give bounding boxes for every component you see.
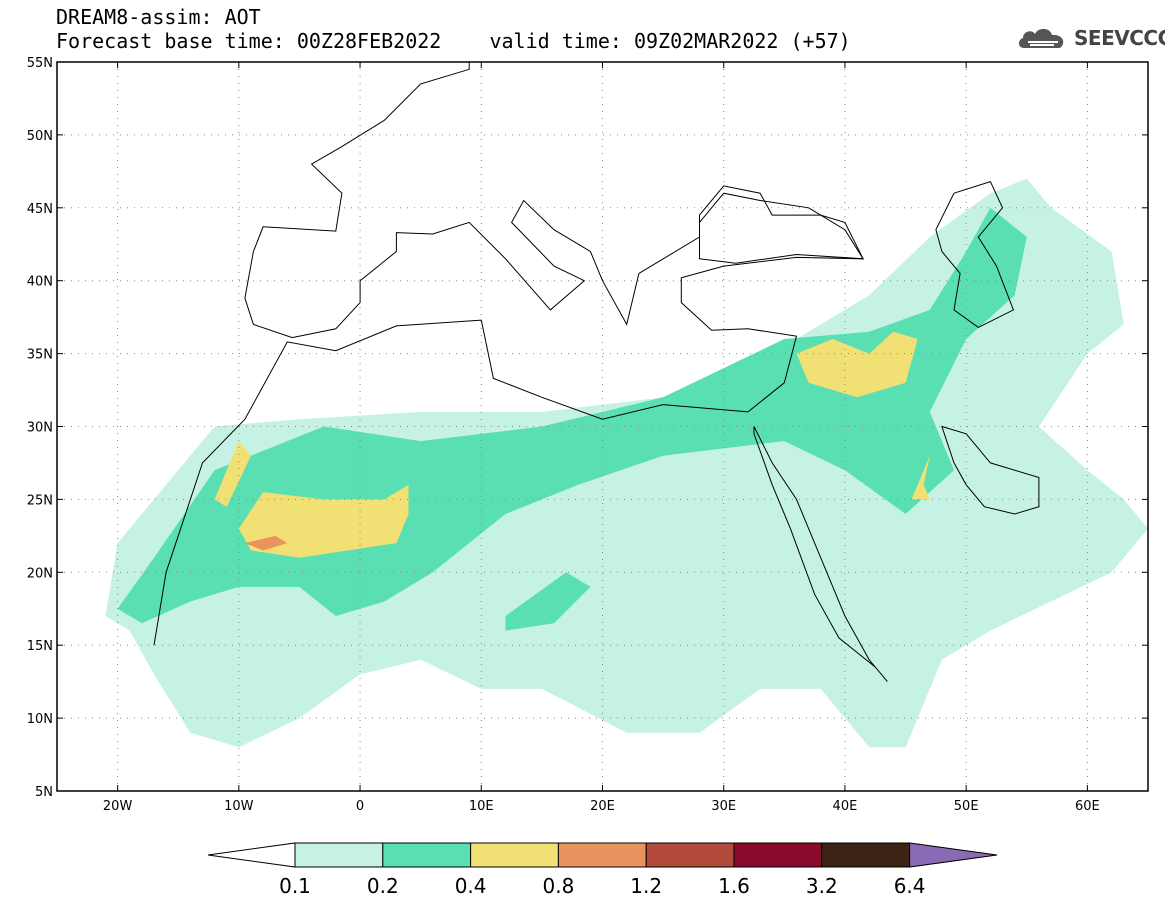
lat-tick-label: 20N xyxy=(27,566,53,581)
colorbar-low-arrow xyxy=(207,842,296,868)
lat-tick-label: 35N xyxy=(27,348,53,363)
lat-tick-label: 5N xyxy=(35,785,53,800)
lon-tick-label: 10W xyxy=(224,799,254,814)
forecast-time-subtitle: Forecast base time: 00Z28FEB2022 valid t… xyxy=(56,29,851,53)
aot-region-0-4 xyxy=(238,484,409,558)
persian-gulf-outline xyxy=(941,425,1040,515)
colorbar-label: 1.2 xyxy=(630,874,662,898)
colorbar-segment xyxy=(733,842,823,868)
gridlines xyxy=(57,62,1148,791)
colorbar-segment xyxy=(294,842,384,868)
aot-region-0-4 xyxy=(911,455,930,500)
colorbar-label: 6.4 xyxy=(894,874,926,898)
map-title: DREAM8-assim: AOT xyxy=(56,5,261,29)
colorbar-label: 0.8 xyxy=(542,874,574,898)
cloud-logo-icon xyxy=(1018,28,1064,48)
colorbar-segment xyxy=(557,842,647,868)
lon-tick-label: 30E xyxy=(711,799,736,814)
lat-tick-label: 55N xyxy=(27,56,53,71)
lat-tick-label: 25N xyxy=(27,493,53,508)
aot-region-0-4 xyxy=(796,331,918,398)
colorbar-segment xyxy=(821,842,911,868)
red-sea-outline xyxy=(753,426,888,682)
aot-region-0-2 xyxy=(505,572,591,631)
lon-tick-label: 0 xyxy=(356,799,364,814)
colorbar-segment xyxy=(470,842,559,868)
lat-tick-label: 50N xyxy=(27,129,53,144)
logo-text: SEEVCCC xyxy=(1074,26,1165,50)
lon-tick-label: 50E xyxy=(954,799,979,814)
colorbar-segment xyxy=(382,842,472,868)
lat-tick-label: 10N xyxy=(27,712,53,727)
caspian-sea-outline xyxy=(935,180,1015,328)
lon-tick-label: 20E xyxy=(590,799,615,814)
lon-tick-label: 10E xyxy=(469,799,494,814)
aot-region-0-4 xyxy=(214,441,251,507)
lat-tick-label: 30N xyxy=(27,421,53,436)
lon-tick-label: 40E xyxy=(833,799,858,814)
colorbar-segment xyxy=(645,842,735,868)
colorbar-high-arrow xyxy=(909,842,998,868)
black-sea-outline xyxy=(699,192,865,264)
colorbar-label: 3.2 xyxy=(806,874,838,898)
colorbar-label: 0.4 xyxy=(455,874,487,898)
axis-ticks: 55N 50N 45N 40N 35N 30N 25N 20N 15N 10N 5N 20W 10W 0 1… xyxy=(27,56,1148,814)
seevccc-logo: SEEVCCC xyxy=(1016,24,1165,52)
coastlines xyxy=(153,62,1040,682)
colorbar-label: 0.1 xyxy=(279,874,311,898)
lat-tick-label: 15N xyxy=(27,639,53,654)
colorbar-label: 1.6 xyxy=(718,874,750,898)
coastline xyxy=(153,62,864,646)
colorbar-label: 0.2 xyxy=(367,874,399,898)
aot-shading xyxy=(105,178,1148,748)
lat-tick-label: 45N xyxy=(27,202,53,217)
colorbar: 0.1 0.2 0.4 0.8 1.2 1.6 3.2 6.4 xyxy=(207,842,998,898)
lon-tick-label: 60E xyxy=(1075,799,1100,814)
lon-tick-label: 20W xyxy=(103,799,133,814)
aot-region-0-8 xyxy=(244,535,288,551)
lat-tick-label: 40N xyxy=(27,275,53,290)
